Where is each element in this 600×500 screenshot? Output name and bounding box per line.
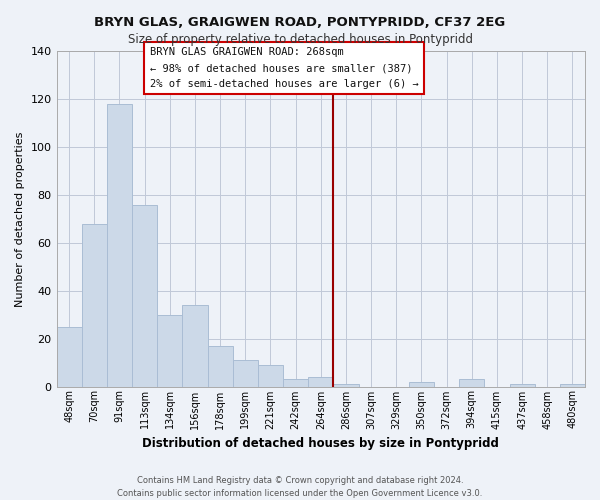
Bar xyxy=(308,377,334,386)
Bar xyxy=(82,224,107,386)
Bar xyxy=(107,104,132,387)
Bar xyxy=(132,204,157,386)
Text: Size of property relative to detached houses in Pontypridd: Size of property relative to detached ho… xyxy=(128,34,473,46)
Text: Contains HM Land Registry data © Crown copyright and database right 2024.
Contai: Contains HM Land Registry data © Crown c… xyxy=(118,476,482,498)
Bar xyxy=(459,380,484,386)
Y-axis label: Number of detached properties: Number of detached properties xyxy=(15,131,25,306)
Bar xyxy=(56,326,82,386)
Bar xyxy=(182,305,208,386)
Text: BRYN GLAS, GRAIGWEN ROAD, PONTYPRIDD, CF37 2EG: BRYN GLAS, GRAIGWEN ROAD, PONTYPRIDD, CF… xyxy=(94,16,506,29)
Bar xyxy=(409,382,434,386)
Bar xyxy=(258,365,283,386)
Bar xyxy=(233,360,258,386)
Bar xyxy=(560,384,585,386)
X-axis label: Distribution of detached houses by size in Pontypridd: Distribution of detached houses by size … xyxy=(142,437,499,450)
Bar xyxy=(509,384,535,386)
Bar xyxy=(157,314,182,386)
Bar xyxy=(208,346,233,387)
Bar xyxy=(334,384,359,386)
Text: BRYN GLAS GRAIGWEN ROAD: 268sqm
← 98% of detached houses are smaller (387)
2% of: BRYN GLAS GRAIGWEN ROAD: 268sqm ← 98% of… xyxy=(149,48,418,88)
Bar xyxy=(283,380,308,386)
